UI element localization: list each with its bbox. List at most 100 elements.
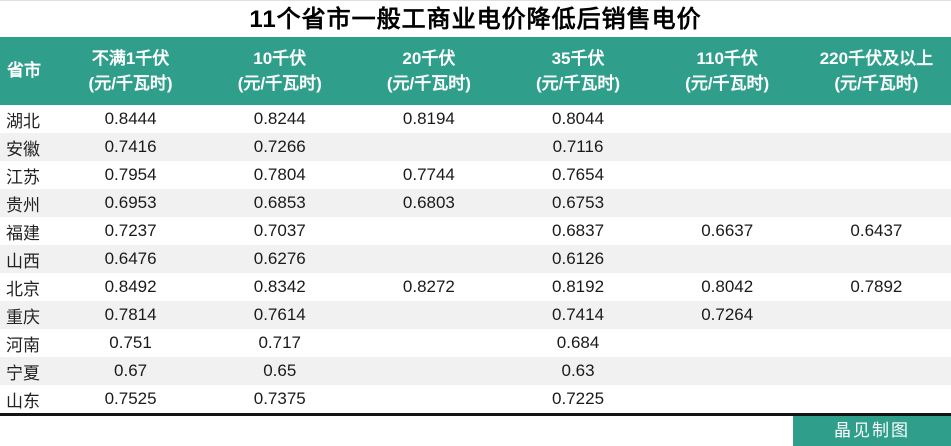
table-row: 山东 0.7525 0.7375 0.7225 bbox=[0, 385, 951, 415]
price-cell bbox=[653, 245, 802, 273]
price-cell bbox=[354, 329, 503, 357]
province-cell: 北京 bbox=[6, 279, 40, 299]
column-header-35kv: 35千伏 (元/千瓦时) bbox=[503, 37, 653, 105]
price-cell bbox=[653, 133, 802, 161]
price-cell: 0.8444 bbox=[104, 109, 157, 128]
price-cell: 0.6803 bbox=[402, 193, 455, 212]
price-cell bbox=[802, 385, 951, 415]
price-cell: 0.8042 bbox=[701, 277, 754, 296]
column-label: 110千伏 bbox=[696, 49, 758, 68]
column-label: 10千伏 bbox=[253, 49, 307, 68]
price-cell bbox=[653, 357, 802, 385]
column-header-110kv: 110千伏 (元/千瓦时) bbox=[652, 37, 802, 105]
price-cell bbox=[354, 357, 503, 385]
table-body: 湖北 0.8444 0.8244 0.8194 0.8044 安徽 0.7416 0.7266… bbox=[0, 105, 951, 415]
province-cell: 安徽 bbox=[6, 139, 40, 159]
price-cell: 0.7225 bbox=[552, 389, 605, 408]
province-cell: 福建 bbox=[6, 223, 40, 243]
price-cell: 0.751 bbox=[109, 333, 152, 352]
price-cell bbox=[802, 189, 951, 217]
table-row: 江苏 0.7954 0.7804 0.7744 0.7654 bbox=[0, 161, 951, 189]
price-cell: 0.7116 bbox=[552, 137, 604, 156]
price-cell: 0.6753 bbox=[552, 193, 605, 212]
price-cell bbox=[653, 105, 802, 133]
table-row: 山西 0.6476 0.6276 0.6126 bbox=[0, 245, 951, 273]
table-row: 宁夏 0.67 0.65 0.63 bbox=[0, 357, 951, 385]
column-header-province: 省市 bbox=[0, 37, 56, 105]
price-cell bbox=[354, 217, 503, 245]
price-cell: 0.684 bbox=[556, 333, 600, 352]
column-sublabel: (元/千瓦时) bbox=[834, 74, 919, 93]
price-cell bbox=[354, 301, 503, 329]
price-cell: 0.6853 bbox=[253, 193, 306, 212]
column-header-under-1kv: 不满1千伏 (元/千瓦时) bbox=[56, 37, 206, 105]
price-cell bbox=[354, 133, 503, 161]
table-row: 安徽 0.7416 0.7266 0.7116 bbox=[0, 133, 951, 161]
price-cell: 0.6437 bbox=[850, 221, 903, 240]
price-cell: 0.67 bbox=[114, 361, 148, 380]
price-cell: 0.8492 bbox=[104, 277, 157, 296]
province-cell: 宁夏 bbox=[6, 363, 40, 383]
province-cell: 河南 bbox=[6, 335, 40, 355]
price-cell bbox=[802, 161, 951, 189]
column-sublabel: (元/千瓦时) bbox=[685, 74, 770, 93]
column-label: 不满1千伏 bbox=[91, 49, 170, 68]
column-header-10kv: 10千伏 (元/千瓦时) bbox=[205, 37, 355, 105]
price-cell bbox=[802, 245, 951, 273]
price-cell: 0.8272 bbox=[402, 277, 455, 296]
price-cell: 0.7525 bbox=[104, 389, 157, 408]
price-cell: 0.7375 bbox=[253, 389, 306, 408]
price-cell: 0.7264 bbox=[701, 305, 754, 324]
price-cell bbox=[802, 133, 951, 161]
price-cell bbox=[802, 301, 951, 329]
price-cell: 0.6276 bbox=[253, 249, 306, 268]
price-cell: 0.7266 bbox=[253, 137, 306, 156]
province-cell: 湖北 bbox=[6, 111, 40, 131]
price-cell: 0.7892 bbox=[850, 277, 903, 296]
price-cell: 0.6126 bbox=[552, 249, 605, 268]
price-cell: 0.7814 bbox=[104, 305, 157, 324]
price-cell: 0.717 bbox=[258, 333, 301, 352]
price-cell: 0.7954 bbox=[104, 165, 157, 184]
column-label: 省市 bbox=[7, 61, 41, 80]
price-cell bbox=[802, 105, 951, 133]
column-header-220kv-above: 220千伏及以上 (元/千瓦时) bbox=[801, 37, 951, 105]
price-cell: 0.7414 bbox=[552, 305, 605, 324]
price-cell bbox=[354, 245, 503, 273]
price-cell: 0.7037 bbox=[253, 221, 306, 240]
price-cell bbox=[802, 329, 951, 357]
price-table: 省市 不满1千伏 (元/千瓦时) 10千伏 (元/千瓦时) 20千伏 (元/千瓦… bbox=[0, 37, 951, 416]
price-cell bbox=[354, 385, 503, 415]
page-title: 11个省市一般工商业电价降低后销售电价 bbox=[249, 6, 702, 33]
province-cell: 山东 bbox=[6, 391, 40, 411]
price-cell bbox=[802, 357, 951, 385]
price-cell: 0.8244 bbox=[253, 109, 306, 128]
table-header: 省市 不满1千伏 (元/千瓦时) 10千伏 (元/千瓦时) 20千伏 (元/千瓦… bbox=[0, 37, 951, 105]
price-cell bbox=[653, 189, 802, 217]
price-cell: 0.6837 bbox=[552, 221, 605, 240]
column-sublabel: (元/千瓦时) bbox=[237, 74, 322, 93]
price-cell bbox=[653, 329, 802, 357]
column-sublabel: (元/千瓦时) bbox=[386, 74, 471, 93]
price-cell bbox=[653, 161, 802, 189]
table-row: 福建 0.7237 0.7037 0.6837 0.6637 0.6437 bbox=[0, 217, 951, 245]
table-row: 贵州 0.6953 0.6853 0.6803 0.6753 bbox=[0, 189, 951, 217]
price-cell: 0.7614 bbox=[253, 305, 306, 324]
price-cell: 0.7416 bbox=[104, 137, 157, 156]
column-sublabel: (元/千瓦时) bbox=[88, 74, 173, 93]
price-cell: 0.7744 bbox=[402, 165, 455, 184]
table-row: 北京 0.8492 0.8342 0.8272 0.8192 0.8042 0.7892 bbox=[0, 273, 951, 301]
column-sublabel: (元/千瓦时) bbox=[536, 74, 621, 93]
column-label: 220千伏及以上 bbox=[819, 49, 934, 68]
header-row: 省市 不满1千伏 (元/千瓦时) 10千伏 (元/千瓦时) 20千伏 (元/千瓦… bbox=[0, 37, 951, 105]
price-cell: 0.6637 bbox=[701, 221, 754, 240]
price-cell: 0.7654 bbox=[552, 165, 605, 184]
table-row: 重庆 0.7814 0.7614 0.7414 0.7264 bbox=[0, 301, 951, 329]
credit-badge: 晶见制图 bbox=[793, 416, 951, 446]
column-label: 35千伏 bbox=[551, 49, 605, 68]
price-cell: 0.6953 bbox=[104, 193, 157, 212]
table-row: 河南 0.751 0.717 0.684 bbox=[0, 329, 951, 357]
column-header-20kv: 20千伏 (元/千瓦时) bbox=[354, 37, 504, 105]
province-cell: 重庆 bbox=[6, 307, 40, 327]
table-row: 湖北 0.8444 0.8244 0.8194 0.8044 bbox=[0, 105, 951, 133]
